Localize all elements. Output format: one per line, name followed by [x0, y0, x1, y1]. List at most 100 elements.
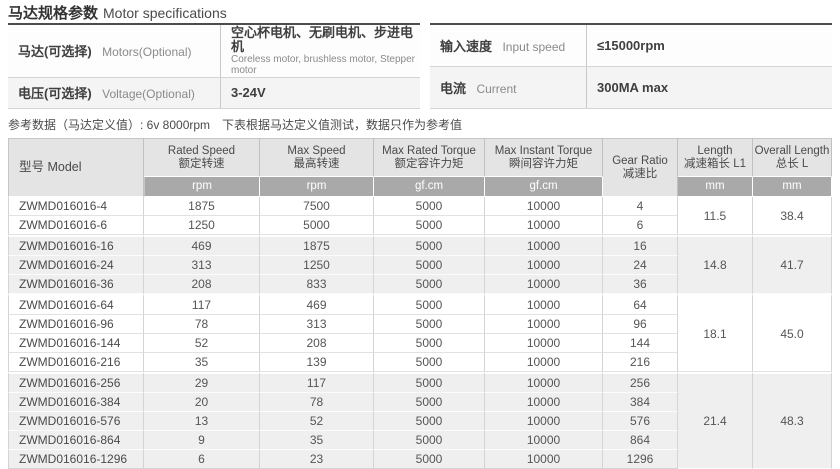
max-rated-torque-cell: 5000 — [374, 412, 485, 431]
max-rated-torque-cell: 5000 — [374, 353, 485, 372]
gear-ratio-header: Gear Ratio 减速比 — [603, 138, 678, 197]
spec-row: ZWMD016016-24 313 1250 5000 10000 24 — [8, 256, 832, 275]
model-cell: ZWMD016016-96 — [8, 315, 144, 334]
gear-ratio-cell: 384 — [603, 393, 678, 412]
max-speed-cell: 52 — [260, 412, 374, 431]
spec-row: ZWMD016016-4 1875 7500 5000 10000 4 11.5 38.4 — [8, 197, 832, 235]
model-cell: ZWMD016016-6 — [8, 216, 144, 235]
spec-row: ZWMD016016-36 208 833 5000 10000 36 — [8, 275, 832, 294]
spec-row: ZWMD016016-144 52 208 5000 10000 144 — [8, 334, 832, 353]
rated-speed-cell: 117 — [144, 294, 260, 315]
current-label: 电流 Current — [430, 67, 587, 109]
max-rated-torque-cell: 5000 — [374, 256, 485, 275]
motors-optional-label: 马达(可选择) Motors(Optional) — [8, 25, 221, 78]
gear-ratio-cell: 36 — [603, 275, 678, 294]
max-speed-cell: 7500 — [260, 197, 374, 216]
gear-ratio-cell: 216 — [603, 353, 678, 372]
spec-table-body: ZWMD016016-4 1875 7500 5000 10000 4 11.5 38.4 ZW… — [8, 197, 832, 469]
header-en: Max Rated Torque — [382, 144, 476, 157]
spec-row: ZWMD016016-64 117 469 5000 10000 64 18.1 45.0 — [8, 294, 832, 372]
motor-options-table: 马达(可选择) Motors(Optional) 空心杯电机、无刷电机、步进电机… — [8, 23, 420, 109]
rated-speed-unit: rpm — [144, 177, 260, 197]
overall-length-cell: 45.0 — [753, 294, 832, 372]
max-instant-torque-cell: 10000 — [485, 235, 603, 256]
model-cell: ZWMD016016-36 — [8, 275, 144, 294]
motors-optional-value: 空心杯电机、无刷电机、步进电机 Coreless motor, brushles… — [221, 25, 420, 78]
max-instant-torque-header: Max Instant Torque 瞬间容许力矩 — [485, 138, 603, 177]
input-speed-value: ≤15000rpm — [587, 25, 832, 67]
rated-speed-cell: 313 — [144, 256, 260, 275]
gear-ratio-cell: 6 — [603, 216, 678, 235]
max-speed-cell: 78 — [260, 393, 374, 412]
value-main: 空心杯电机、无刷电机、步进电机 — [231, 25, 414, 54]
spec-row: ZWMD016016-576 13 52 5000 10000 576 — [8, 412, 832, 431]
length-l1-cell: 21.4 — [678, 372, 753, 469]
spec-row: ZWMD016016-16 469 1875 5000 10000 16 14.8 41.7 — [8, 235, 832, 294]
model-cell: ZWMD016016-4 — [8, 197, 144, 216]
rated-speed-cell: 1875 — [144, 197, 260, 216]
info-tables: 马达(可选择) Motors(Optional) 空心杯电机、无刷电机、步进电机… — [8, 23, 832, 109]
max-speed-cell: 23 — [260, 450, 374, 469]
model-cell: ZWMD016016-216 — [8, 353, 144, 372]
gear-ratio-cell: 24 — [603, 256, 678, 275]
length-unit: mm — [678, 177, 753, 197]
gear-ratio-cell: 144 — [603, 334, 678, 353]
table-row: 电流 Current 300MA max — [430, 67, 832, 109]
model-cell: ZWMD016016-144 — [8, 334, 144, 353]
electrical-specs-table: 输入速度 Input speed ≤15000rpm 电流 Current 30… — [430, 23, 832, 109]
label-zh: 输入速度 — [440, 38, 493, 54]
max-instant-torque-cell: 10000 — [485, 334, 603, 353]
current-value: 300MA max — [587, 67, 832, 109]
max-rated-torque-cell: 5000 — [374, 372, 485, 393]
label-en: Current — [476, 81, 517, 96]
max-instant-torque-cell: 10000 — [485, 412, 603, 431]
unit-row: rpm rpm gf.cm gf.cm mm mm — [8, 177, 832, 197]
page-title: 马达规格参数 Motor specifications — [0, 0, 840, 22]
length-l1-cell: 11.5 — [678, 197, 753, 235]
max-speed-cell: 1250 — [260, 256, 374, 275]
max-speed-cell: 469 — [260, 294, 374, 315]
max-rated-torque-cell: 5000 — [374, 235, 485, 256]
max-rated-torque-cell: 5000 — [374, 450, 485, 469]
max-speed-unit: rpm — [260, 177, 374, 197]
rated-speed-cell: 20 — [144, 393, 260, 412]
max-rated-torque-cell: 5000 — [374, 216, 485, 235]
label-en: Input speed — [502, 39, 566, 54]
input-speed-label: 输入速度 Input speed — [430, 25, 587, 67]
rated-speed-cell: 6 — [144, 450, 260, 469]
header-zh: 额定容许力矩 — [394, 157, 464, 170]
max-rated-torque-cell: 5000 — [374, 197, 485, 216]
page-title-zh: 马达规格参数 — [8, 5, 99, 22]
max-rated-torque-cell: 5000 — [374, 315, 485, 334]
table-row: 电压(可选择) Voltage(Optional) 3-24V — [8, 78, 420, 109]
gear-ratio-cell: 256 — [603, 372, 678, 393]
value-main: 300MA max — [597, 79, 669, 95]
gear-ratio-cell: 4 — [603, 197, 678, 216]
rated-speed-cell: 29 — [144, 372, 260, 393]
max-rated-torque-header: Max Rated Torque 额定容许力矩 — [374, 138, 485, 177]
header-zh: 减速比 — [622, 167, 658, 180]
max-rated-torque-cell: 5000 — [374, 393, 485, 412]
spec-row: ZWMD016016-96 78 313 5000 10000 96 — [8, 315, 832, 334]
header-row: 型号 Model Rated Speed 额定转速 Max Speed 最高转速… — [8, 138, 832, 197]
header-zh: 额定转速 — [178, 157, 225, 170]
gear-ratio-cell: 96 — [603, 315, 678, 334]
max-speed-cell: 833 — [260, 275, 374, 294]
max-instant-torque-cell: 10000 — [485, 197, 603, 216]
max-instant-torque-cell: 10000 — [485, 294, 603, 315]
header-en: Overall Length — [754, 144, 830, 157]
max-rated-torque-cell: 5000 — [374, 294, 485, 315]
spec-row: ZWMD016016-216 35 139 5000 10000 216 — [8, 353, 832, 372]
max-instant-torque-cell: 10000 — [485, 450, 603, 469]
header-en: Max Speed — [287, 144, 346, 157]
max-instant-torque-cell: 10000 — [485, 256, 603, 275]
rated-speed-cell: 13 — [144, 412, 260, 431]
spec-row: ZWMD016016-384 20 78 5000 10000 384 — [8, 393, 832, 412]
label-en: Motors(Optional) — [102, 45, 192, 59]
overall-length-header: Overall Length 总长 L — [753, 138, 832, 177]
max-speed-cell: 5000 — [260, 216, 374, 235]
max-instant-torque-unit: gf.cm — [485, 177, 603, 197]
label-zh: 马达(可选择) — [18, 44, 92, 59]
gear-ratio-cell: 16 — [603, 235, 678, 256]
